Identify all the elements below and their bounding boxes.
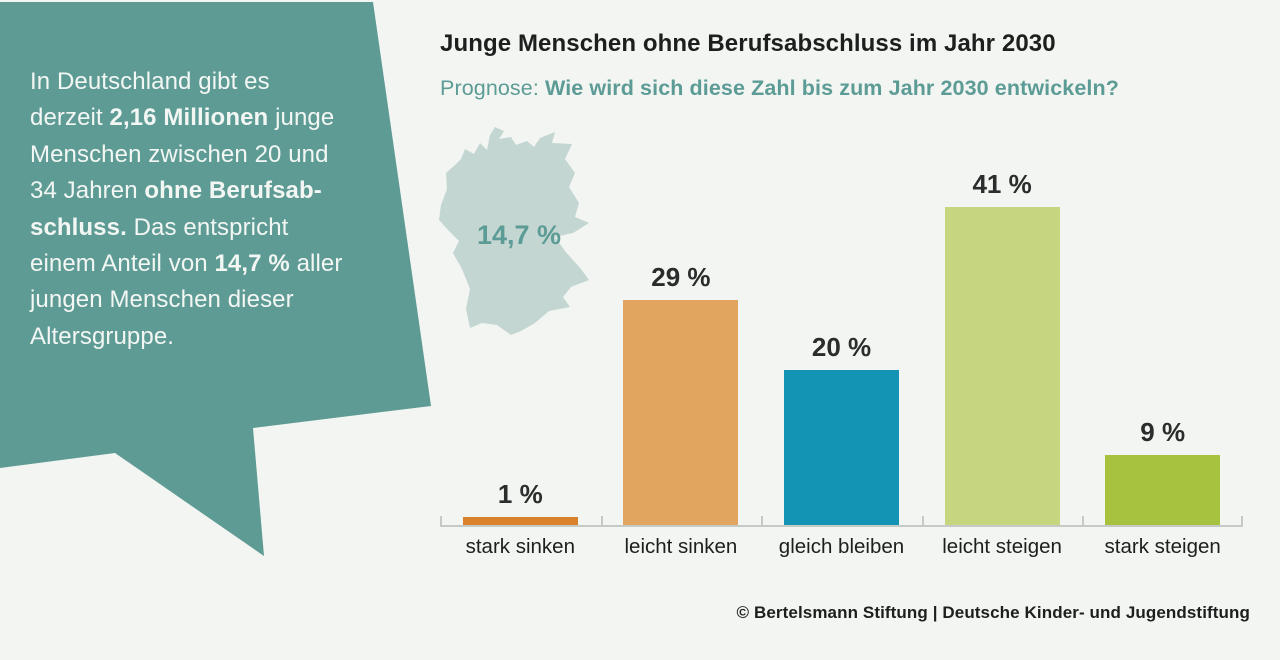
category-label: gleich bleiben <box>778 535 905 558</box>
speech-bubble-shape <box>0 2 431 556</box>
germany-map-silhouette <box>439 127 589 335</box>
speech-bubble-polygon <box>0 2 431 556</box>
page-title: Junge Menschen ohne Berufsabschluss im J… <box>440 30 1056 57</box>
bar-leicht-steigen <box>944 207 1060 525</box>
bubble-text-bold: 2,16 Millionen <box>109 104 269 132</box>
bubble-text-bold: schluss. <box>30 213 127 241</box>
axis-tick <box>1241 516 1243 525</box>
bubble-line: derzeit 2,16 Millionen junge <box>30 100 375 136</box>
bubble-text-regular: einem Anteil von <box>30 250 215 278</box>
bar-value-label: 1 % <box>497 479 543 509</box>
bubble-text-bold: 14,7 % <box>214 250 290 278</box>
bubble-text-regular: jungen Menschen dieser <box>30 286 294 314</box>
chart-subtitle: Prognose: Wie wird sich diese Zahl bis z… <box>440 76 1119 101</box>
bubble-text-regular: In Deutschland gibt es <box>30 68 270 95</box>
subtitle-prefix: Prognose: <box>440 76 545 100</box>
source-credit: © Bertelsmann Stiftung | Deutsche Kinder… <box>736 603 1250 622</box>
bar-value-label: 20 % <box>811 332 872 362</box>
axis-tick <box>761 516 764 525</box>
bar-stark-steigen <box>1105 455 1221 525</box>
bubble-line: einem Anteil von 14,7 % aller <box>30 246 375 282</box>
bar-value-label: 29 % <box>651 262 711 292</box>
bar-stark-sinken <box>462 517 578 525</box>
axis-tick <box>600 516 603 525</box>
bar-value-label: 41 % <box>972 169 1032 199</box>
bubble-line: schluss. Das entspricht <box>30 210 375 246</box>
bubble-text-regular: Menschen zwischen 20 und <box>30 140 329 168</box>
bubble-text-regular: aller <box>289 250 343 278</box>
bubble-text: In Deutschland gibt es derzeit 2,16 Milli… <box>30 64 375 355</box>
bubble-line: jungen Menschen dieser <box>30 282 375 318</box>
bar-value-label: 9 % <box>1140 417 1186 447</box>
bubble-line: 34 Jahren ohne Berufsab- <box>30 173 375 209</box>
axis-tick <box>1082 516 1085 525</box>
bubble-line: In Deutschland gibt es <box>30 64 375 100</box>
bubble-line: Menschen zwischen 20 und <box>30 137 375 173</box>
bubble-text-regular: derzeit <box>30 104 110 132</box>
category-label: stark steigen <box>1104 535 1221 558</box>
bubble-text-regular: Das entspricht <box>126 213 289 241</box>
subtitle-question: Wie wird sich diese Zahl bis zum Jahr 20… <box>544 76 1119 100</box>
category-label: leicht steigen <box>942 535 1062 558</box>
germany-map-icon <box>439 127 589 335</box>
bubble-text-regular: junge <box>268 104 335 132</box>
axis-tick <box>440 516 442 525</box>
bubble-text-bold: ohne Berufsab- <box>144 177 322 205</box>
axis-tick <box>921 516 924 525</box>
bar-leicht-sinken <box>623 300 739 525</box>
bubble-text-regular: 34 Jahren <box>30 177 145 205</box>
category-labels: stark sinken leicht sinken gleich bleiben l… <box>440 535 1243 559</box>
map-percentage-label: 14,7 % <box>477 220 562 250</box>
bubble-line: Altersgruppe. <box>30 319 375 355</box>
category-label: stark sinken <box>465 535 575 558</box>
category-label: leicht sinken <box>624 535 738 558</box>
bar-chart: 1 % 29 % 20 % 41 % 9 % <box>440 150 1243 527</box>
bar-gleich-bleiben <box>784 370 899 525</box>
bubble-text-regular: Altersgruppe. <box>30 322 175 350</box>
